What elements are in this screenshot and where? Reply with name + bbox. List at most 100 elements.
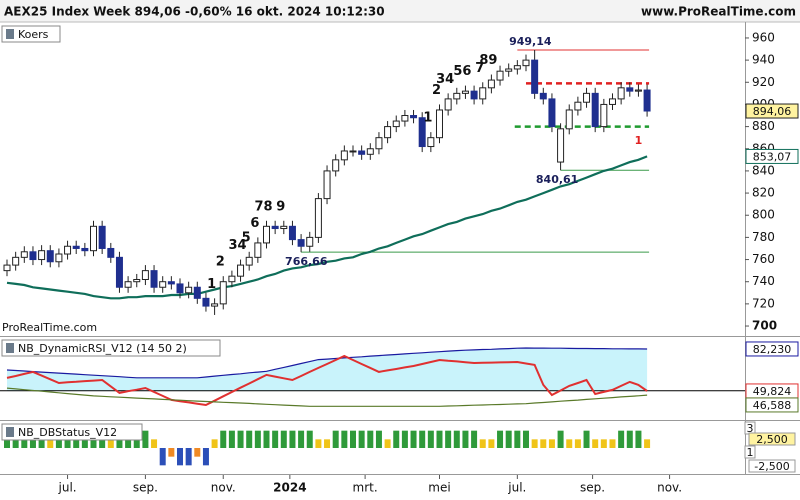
status-bar (393, 430, 400, 448)
candle-body (487, 79, 495, 89)
status-bar (228, 430, 235, 448)
status-bar (401, 430, 408, 448)
status-label: 1 (747, 446, 754, 459)
candle-body (150, 270, 158, 288)
candle-body (167, 281, 175, 285)
candle-body (384, 126, 392, 139)
count-label: 56 (453, 64, 471, 79)
candle-body (600, 103, 608, 128)
status-bar (497, 430, 504, 448)
legend-label: NB_DBStatus_V12 (18, 426, 117, 439)
status-bar (375, 430, 382, 448)
status-bar (583, 430, 590, 448)
candle-body (608, 98, 616, 105)
status-bar (479, 439, 486, 448)
count-label: 7 (475, 61, 484, 76)
count-label: 1 (423, 111, 432, 126)
candle-body (410, 115, 418, 119)
candle-body (228, 275, 236, 283)
status-label: 3 (747, 422, 754, 435)
candle-body (617, 87, 625, 100)
candle-body (55, 253, 63, 263)
candle-body (548, 98, 556, 128)
y-tick-label: 780 (752, 230, 775, 244)
count-label: 5 (242, 230, 251, 245)
candle-body (401, 115, 409, 122)
status-bar (367, 430, 374, 448)
candle-body (202, 297, 210, 307)
y-tick-label: 760 (752, 252, 775, 266)
status-bar (566, 439, 573, 448)
legend-label: NB_DynamicRSI_V12 (14 50 2) (18, 342, 187, 355)
candle-body (444, 98, 452, 111)
status-bar (522, 430, 529, 448)
status-bar (324, 439, 331, 448)
candle-body (185, 286, 193, 294)
candle-body (245, 256, 253, 266)
status-bar (574, 439, 581, 448)
status-bar (419, 430, 426, 448)
moving-average (6, 155, 648, 300)
legend-box (1, 423, 143, 441)
candle-body (366, 148, 374, 155)
status-label: -2,500 (754, 460, 789, 473)
count-label: 34 (436, 72, 454, 87)
candle-body (574, 101, 582, 111)
x-tick-label: mrt. (353, 481, 378, 495)
candle-body (64, 245, 72, 255)
x-tick-label: jul. (58, 481, 77, 495)
candle-body (349, 150, 357, 153)
y-tick-label: 720 (752, 296, 775, 310)
candle-body (375, 137, 383, 150)
candle-body (583, 92, 591, 103)
status-bar (159, 448, 166, 466)
candle-body (20, 251, 28, 258)
status-bar (185, 448, 192, 466)
status-bar (168, 448, 175, 457)
status-bar (272, 430, 279, 448)
header-site: www.ProRealTime.com (641, 5, 796, 19)
x-tick-label: jul. (507, 481, 526, 495)
status-bar (644, 439, 651, 448)
status-bar (194, 448, 201, 457)
candle-body (505, 68, 513, 72)
candle-body (496, 70, 504, 81)
candle-body (626, 87, 634, 92)
y-tick-label: 820 (752, 186, 775, 200)
y-tick-label: 840 (752, 163, 775, 177)
status-bar (315, 439, 322, 448)
status-label-box (748, 459, 796, 473)
status-bar (289, 430, 296, 448)
status-bar (471, 430, 478, 448)
candle-body (193, 286, 201, 299)
candle-body (211, 303, 219, 307)
status-bar (462, 430, 469, 448)
candle-body (435, 109, 443, 139)
candle-body (38, 250, 46, 261)
candle-body (453, 92, 461, 100)
status-bar (436, 430, 443, 448)
last-value-label: 894,06 (753, 105, 792, 118)
legend-icon (6, 29, 14, 39)
status-bar (384, 439, 391, 448)
candle-body (531, 59, 539, 94)
status-bar (609, 439, 616, 448)
indicator-line (6, 387, 648, 407)
annotation: 1 (635, 134, 643, 147)
x-tick-label: mei (428, 481, 450, 495)
last-value-box (745, 397, 799, 413)
status-bar (488, 439, 495, 448)
legend-icon (6, 427, 14, 437)
candle-body (262, 225, 270, 244)
legend-label: Koers (18, 28, 49, 41)
status-bar (151, 439, 158, 448)
status-bar (557, 430, 564, 448)
status-bar (349, 430, 356, 448)
status-bar (600, 439, 607, 448)
x-tick-label: nov. (657, 481, 682, 495)
candle-body (358, 150, 366, 155)
indicator-line (6, 354, 648, 407)
status-label: 2,500 (756, 433, 788, 446)
